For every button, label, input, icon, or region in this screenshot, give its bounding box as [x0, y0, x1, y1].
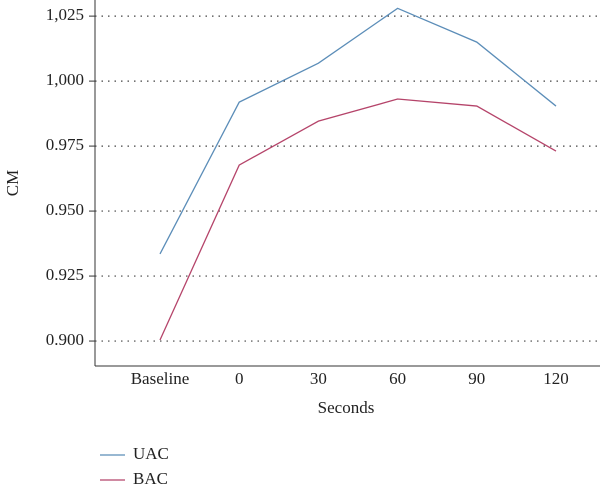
y-tick-label: 0.900 — [46, 330, 84, 349]
x-tick-label: 60 — [389, 369, 406, 388]
x-tick-label: Baseline — [131, 369, 190, 388]
y-axis-label: CM — [3, 170, 22, 196]
line-series — [159, 7, 557, 255]
legend-label: BAC — [133, 469, 168, 488]
x-tick-label: 30 — [310, 369, 327, 388]
legend-label: UAC — [133, 444, 169, 463]
y-tick-label: 0.925 — [46, 265, 84, 284]
y-tick-label: 0.950 — [46, 200, 84, 219]
x-tick-label: 0 — [235, 369, 244, 388]
line-series — [159, 98, 557, 341]
y-tick-label: 1,000 — [46, 70, 84, 89]
x-tick-label: 120 — [543, 369, 569, 388]
y-tick-label: 0.975 — [46, 135, 84, 154]
x-axis-label: Seconds — [318, 398, 375, 417]
x-tick-label: 90 — [468, 369, 485, 388]
y-tick-label: 1,025 — [46, 5, 84, 24]
